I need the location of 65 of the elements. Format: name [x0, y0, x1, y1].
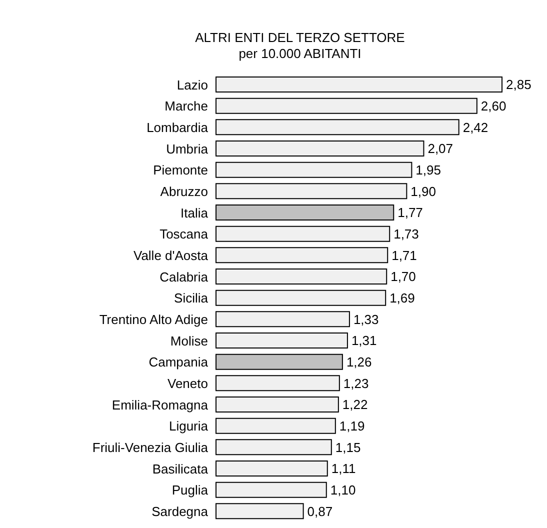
- bar: [216, 247, 388, 264]
- chart-subtitle: per 10.000 ABITANTI: [238, 46, 362, 62]
- bar: [216, 98, 478, 114]
- y-tick-label: Puglia: [172, 482, 209, 498]
- bar: [216, 119, 460, 136]
- y-tick-label: Emilia-Romagna: [112, 397, 209, 412]
- y-tick-label: Lazio: [176, 77, 208, 92]
- chart-title: ALTRI ENTI DEL TERZO SETTORE: [194, 30, 406, 46]
- data-label: 1,70: [390, 269, 416, 284]
- data-label: 1,77: [398, 205, 423, 220]
- bar: [216, 503, 304, 520]
- y-tick-label: Molise: [170, 333, 208, 348]
- data-label: 2,60: [480, 98, 506, 114]
- y-tick-label: Basilicata: [152, 461, 209, 476]
- bar: [216, 439, 332, 456]
- y-tick-label: Valle d'Aosta: [133, 248, 209, 263]
- bar: [216, 162, 412, 178]
- y-tick-label: Abruzzo: [160, 184, 208, 199]
- data-label: 1,95: [416, 162, 441, 178]
- data-label: 1,11: [331, 461, 356, 476]
- data-label: 1,26: [346, 354, 372, 370]
- bar: [216, 460, 328, 476]
- y-tick-label: Lombardia: [146, 120, 209, 135]
- data-label: 1,71: [392, 248, 417, 263]
- data-label: 2,07: [428, 141, 454, 156]
- y-tick-label: Italia: [180, 205, 209, 220]
- bar: [216, 226, 390, 242]
- y-tick-label: Sardegna: [152, 504, 209, 519]
- y-tick-label: Veneto: [168, 376, 208, 391]
- y-tick-label: Sicilia: [174, 290, 209, 306]
- data-label: 1,31: [351, 333, 377, 348]
- data-label: 1,33: [353, 312, 379, 327]
- y-tick-label: Piemonte: [153, 162, 208, 178]
- bar: [216, 482, 327, 498]
- y-tick-label: Campania: [148, 354, 209, 370]
- bar: [216, 418, 336, 434]
- bar: [216, 332, 348, 348]
- bar: [216, 183, 408, 200]
- bar: [216, 311, 350, 328]
- data-label: 1,10: [330, 482, 356, 498]
- data-label: 2,85: [506, 77, 532, 92]
- y-tick-label: Marche: [164, 98, 208, 114]
- y-tick-label: Toscana: [160, 226, 209, 242]
- data-label: 1,15: [335, 440, 361, 455]
- data-label: 1,69: [390, 290, 415, 306]
- data-label: 1,73: [394, 226, 419, 242]
- data-label: 1,23: [343, 376, 369, 391]
- y-tick-label: Calabria: [160, 269, 209, 284]
- data-label: 1,90: [410, 184, 436, 199]
- bar: [216, 268, 388, 284]
- data-label: 1,22: [342, 397, 368, 412]
- bar: [216, 354, 343, 370]
- bar: [216, 396, 339, 412]
- data-label: 0,87: [307, 504, 333, 519]
- bar: [216, 375, 340, 392]
- y-tick-label: Liguria: [168, 418, 209, 434]
- bar: [216, 290, 386, 306]
- y-tick-label: Umbria: [166, 141, 209, 156]
- y-tick-label: Friuli-Venezia Giulia: [92, 440, 209, 455]
- y-tick-label: Trentino Alto Adige: [99, 312, 208, 327]
- bar: [216, 204, 394, 220]
- data-label: 2,42: [462, 120, 488, 135]
- bar: [216, 140, 424, 156]
- data-label: 1,19: [339, 418, 365, 434]
- bar: [216, 76, 502, 92]
